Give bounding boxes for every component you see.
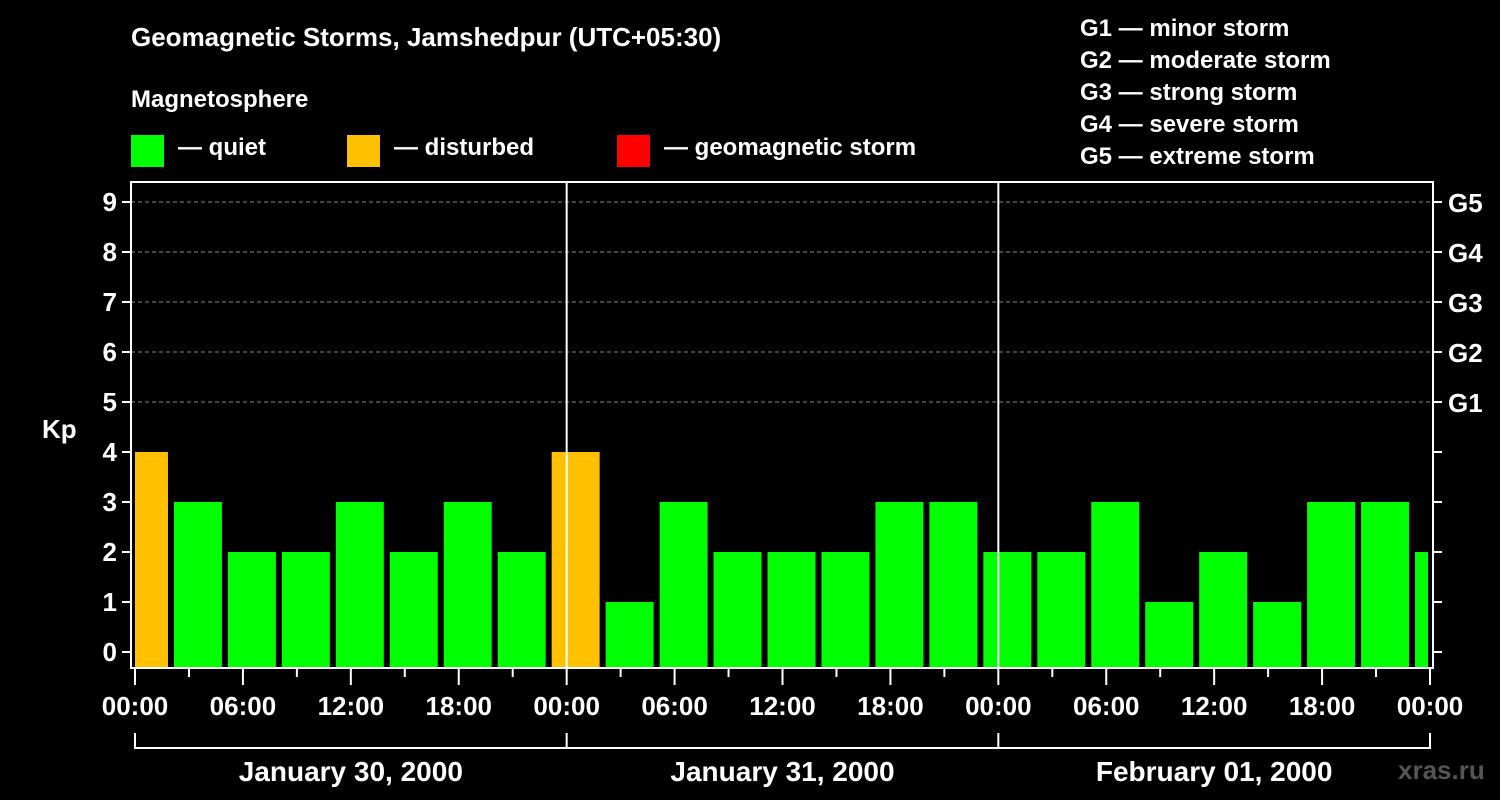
x-tick-label: 06:00	[641, 691, 708, 721]
x-tick-label: 12:00	[749, 691, 816, 721]
y-tick-label: 6	[103, 337, 117, 367]
kp-bar	[443, 502, 492, 667]
y-tick-label: 0	[103, 637, 117, 667]
legend-swatch-quiet	[131, 135, 164, 167]
x-tick-label: 00:00	[1397, 691, 1464, 721]
g-level-label: G2	[1448, 338, 1483, 368]
kp-bar	[767, 552, 816, 667]
x-tick-label: 18:00	[857, 691, 924, 721]
x-tick-label: 06:00	[1073, 691, 1140, 721]
kp-bar	[389, 552, 438, 667]
g-level-label: G5	[1448, 188, 1483, 218]
legend-heading: Magnetosphere	[131, 86, 309, 113]
x-tick-label: 06:00	[210, 691, 277, 721]
g-scale-g5: G5 — extreme storm	[1080, 143, 1315, 170]
g-scale-g2: G2 — moderate storm	[1080, 47, 1331, 74]
g-level-label: G3	[1448, 288, 1483, 318]
y-axis-label: Kp	[42, 414, 77, 444]
kp-bar	[1415, 552, 1428, 667]
day-label: February 01, 2000	[1096, 756, 1333, 787]
kp-bar	[551, 452, 600, 667]
g-level-label: G1	[1448, 388, 1483, 418]
g-scale-g1: G1 — minor storm	[1080, 15, 1290, 42]
kp-bar	[335, 502, 384, 667]
kp-bar	[173, 502, 222, 667]
x-tick-label: 12:00	[1181, 691, 1248, 721]
day-bracket	[134, 733, 1431, 749]
kp-bar	[497, 552, 546, 667]
kp-bar	[1091, 502, 1140, 667]
x-tick-label: 00:00	[533, 691, 600, 721]
g-level-label: G4	[1448, 238, 1483, 268]
g-scale-g3: G3 — strong storm	[1080, 79, 1298, 106]
x-tick-label: 12:00	[318, 691, 385, 721]
x-tick-label: 00:00	[102, 691, 169, 721]
legend-swatch-disturbed	[347, 135, 380, 167]
g-scale-g4: G4 — severe storm	[1080, 111, 1299, 138]
kp-bar	[281, 552, 330, 667]
kp-bar	[875, 502, 924, 667]
y-tick-label: 8	[103, 237, 117, 267]
kp-bar	[135, 452, 168, 667]
kp-bar	[1145, 602, 1194, 667]
y-tick-label: 7	[103, 287, 117, 317]
legend-label-storm: — geomagnetic storm	[664, 134, 917, 161]
day-label: January 30, 2000	[239, 756, 463, 787]
kp-bar	[1253, 602, 1302, 667]
y-tick-label: 2	[103, 537, 117, 567]
kp-bar	[713, 552, 762, 667]
chart-title: Geomagnetic Storms, Jamshedpur (UTC+05:3…	[131, 22, 722, 52]
x-tick-label: 00:00	[965, 691, 1032, 721]
kp-bar	[1199, 552, 1248, 667]
kp-bar	[1361, 502, 1410, 667]
kp-bar	[227, 552, 276, 667]
kp-bar	[1307, 502, 1356, 667]
watermark: xras.ru	[1398, 755, 1485, 785]
x-tick-label: 18:00	[1289, 691, 1356, 721]
x-tick-label: 18:00	[426, 691, 493, 721]
y-tick-label: 3	[103, 487, 117, 517]
kp-bar	[1037, 552, 1086, 667]
day-label: January 31, 2000	[670, 756, 894, 787]
legend-swatch-storm	[617, 135, 650, 167]
kp-bar	[605, 602, 654, 667]
y-tick-label: 4	[103, 437, 118, 467]
kp-bar	[659, 502, 708, 667]
y-tick-label: 1	[103, 587, 117, 617]
kp-bar	[821, 552, 870, 667]
kp-bar	[983, 552, 1032, 667]
y-tick-label: 5	[103, 387, 117, 417]
kp-bar	[929, 502, 978, 667]
legend-label-quiet: — quiet	[178, 134, 266, 161]
legend-label-disturbed: — disturbed	[394, 134, 535, 161]
y-tick-label: 9	[103, 187, 117, 217]
